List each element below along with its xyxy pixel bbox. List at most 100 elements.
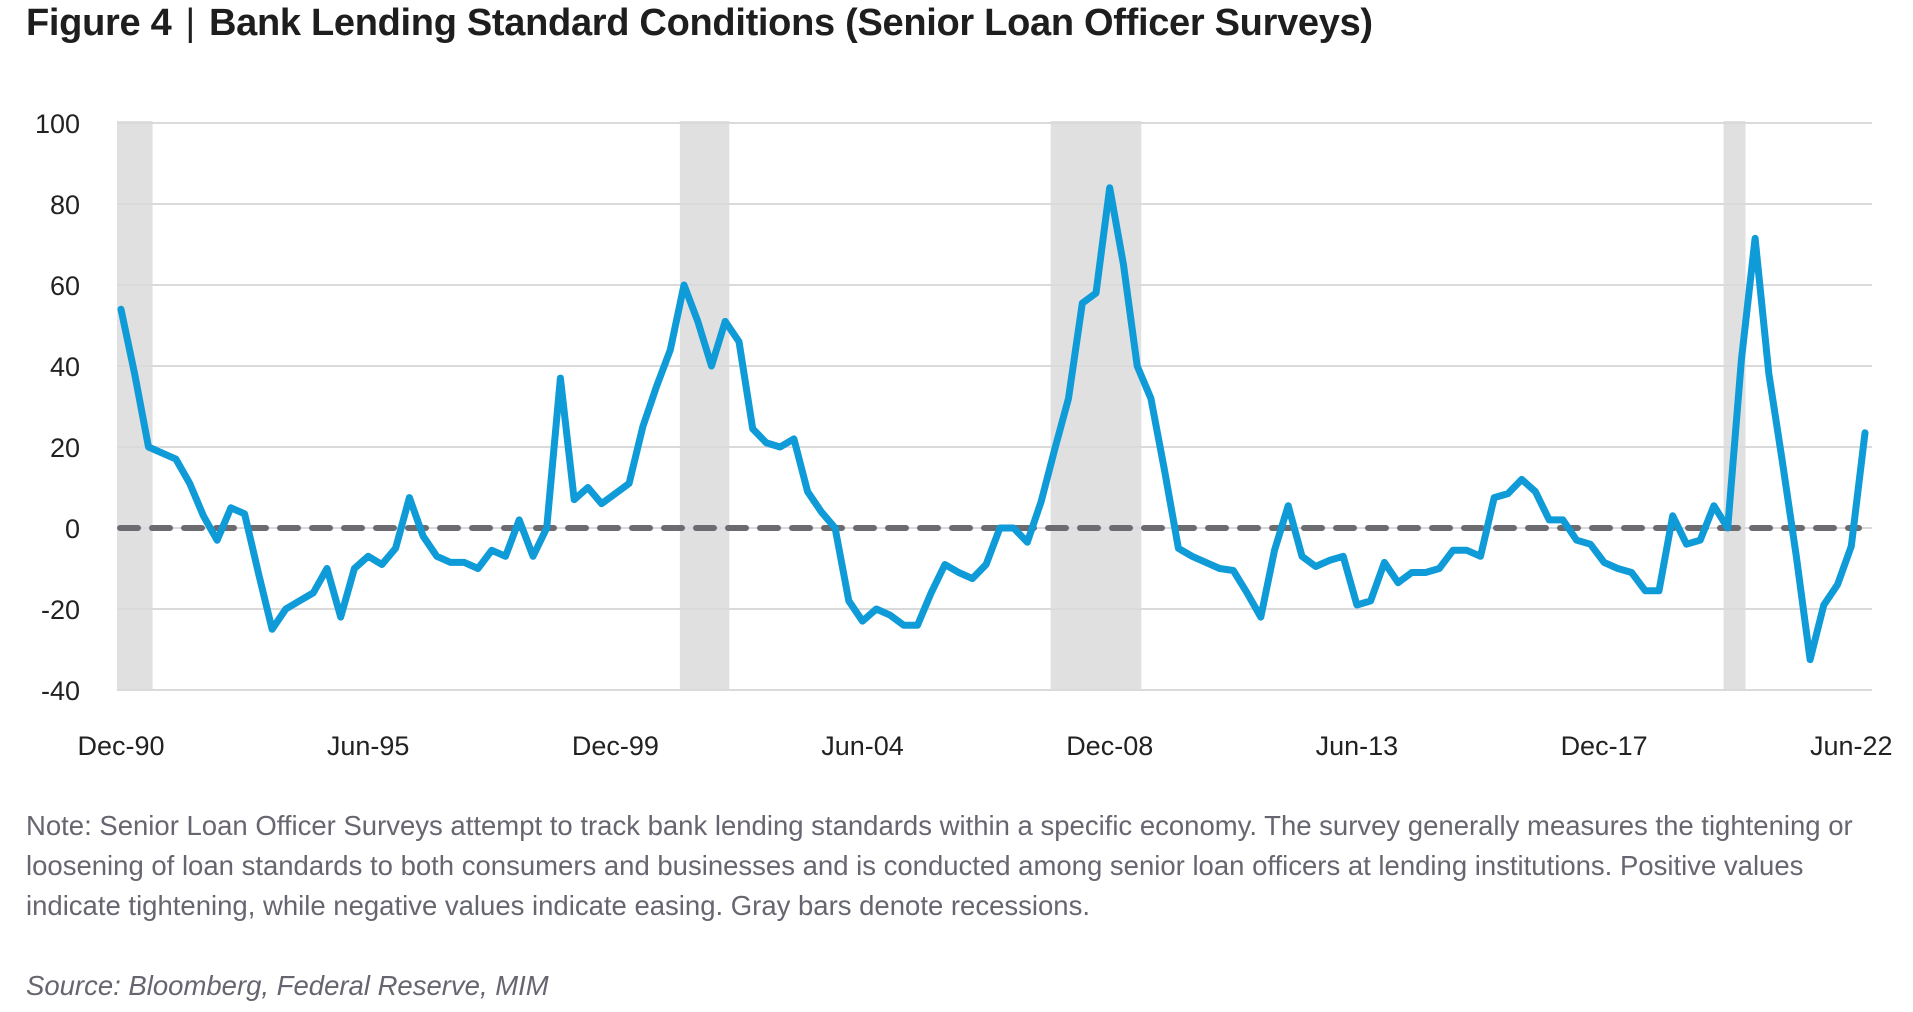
data-point bbox=[544, 525, 550, 531]
data-point bbox=[763, 440, 769, 446]
data-point bbox=[351, 566, 357, 572]
data-point bbox=[448, 559, 454, 565]
data-point bbox=[846, 598, 852, 604]
data-point bbox=[1381, 559, 1387, 565]
y-tick-label: -20 bbox=[41, 595, 80, 625]
data-point bbox=[901, 622, 907, 628]
data-point bbox=[708, 363, 714, 369]
data-point bbox=[969, 576, 975, 582]
y-tick-label: 80 bbox=[50, 190, 80, 220]
data-point bbox=[1793, 553, 1799, 559]
data-point bbox=[1532, 489, 1538, 495]
x-tick-label: Jun-22 bbox=[1810, 731, 1893, 761]
data-point bbox=[1697, 537, 1703, 543]
data-point bbox=[1148, 395, 1154, 401]
data-point bbox=[1436, 566, 1442, 572]
data-point bbox=[736, 339, 742, 345]
data-point bbox=[1807, 657, 1813, 663]
data-point bbox=[1217, 566, 1223, 572]
data-point bbox=[1546, 517, 1552, 523]
data-point bbox=[1862, 430, 1868, 436]
data-point bbox=[475, 566, 481, 572]
data-point bbox=[297, 598, 303, 604]
data-point bbox=[1656, 588, 1662, 594]
data-point bbox=[393, 545, 399, 551]
data-point bbox=[557, 375, 563, 381]
data-point bbox=[1725, 525, 1731, 531]
data-point bbox=[1477, 553, 1483, 559]
data-point bbox=[777, 444, 783, 450]
data-point bbox=[599, 501, 605, 507]
data-point bbox=[1738, 357, 1744, 363]
data-points bbox=[118, 185, 1868, 663]
data-point bbox=[818, 509, 824, 515]
data-point bbox=[1066, 395, 1072, 401]
data-point bbox=[1052, 446, 1058, 452]
x-tick-label: Jun-13 bbox=[1316, 731, 1399, 761]
chart-note: Note: Senior Loan Officer Surveys attemp… bbox=[26, 810, 1853, 921]
data-point bbox=[1038, 499, 1044, 505]
data-point bbox=[1821, 602, 1827, 608]
data-point bbox=[1162, 468, 1168, 474]
data-point bbox=[242, 511, 248, 517]
data-point bbox=[1230, 568, 1236, 574]
data-point bbox=[1848, 543, 1854, 549]
data-point bbox=[791, 436, 797, 442]
data-point bbox=[1120, 262, 1126, 268]
data-point bbox=[1285, 503, 1291, 509]
data-point bbox=[983, 561, 989, 567]
data-point bbox=[654, 383, 660, 389]
figure-label: Figure 4 bbox=[26, 2, 172, 44]
data-point bbox=[516, 517, 522, 523]
data-point bbox=[187, 480, 193, 486]
data-point bbox=[365, 553, 371, 559]
data-point bbox=[1519, 476, 1525, 482]
figure-title: Figure 4 | Bank Lending Standard Condition… bbox=[26, 2, 1373, 45]
title-separator: | bbox=[185, 2, 195, 44]
data-point bbox=[1024, 539, 1030, 545]
data-point bbox=[434, 553, 440, 559]
data-point bbox=[489, 547, 495, 553]
data-point bbox=[1409, 570, 1415, 576]
data-point bbox=[503, 553, 509, 559]
data-point bbox=[1491, 495, 1497, 501]
y-tick-label: 60 bbox=[50, 271, 80, 301]
data-point bbox=[310, 590, 316, 596]
data-point bbox=[214, 537, 220, 543]
data-point bbox=[667, 347, 673, 353]
figure-title-text: Bank Lending Standard Conditions (Senior… bbox=[209, 2, 1373, 44]
data-point bbox=[1766, 371, 1772, 377]
data-point bbox=[1368, 598, 1374, 604]
data-point bbox=[1601, 559, 1607, 565]
x-tick-label: Jun-95 bbox=[327, 731, 410, 761]
data-point bbox=[1587, 541, 1593, 547]
data-point bbox=[1203, 559, 1209, 565]
y-tick-label: 100 bbox=[35, 109, 80, 139]
data-point bbox=[1299, 553, 1305, 559]
data-point bbox=[1313, 563, 1319, 569]
data-point bbox=[420, 533, 426, 539]
data-point bbox=[1574, 537, 1580, 543]
x-tick-label: Dec-99 bbox=[572, 731, 659, 761]
data-point bbox=[406, 495, 412, 501]
x-tick-label: Dec-90 bbox=[77, 731, 164, 761]
data-point bbox=[1272, 547, 1278, 553]
data-point bbox=[1560, 517, 1566, 523]
data-point bbox=[928, 590, 934, 596]
gridlines bbox=[117, 122, 1872, 691]
series-line-lending-standards bbox=[117, 184, 1869, 664]
data-point bbox=[200, 513, 206, 519]
data-point bbox=[626, 480, 632, 486]
data-point bbox=[956, 570, 962, 576]
data-point bbox=[914, 622, 920, 628]
data-point bbox=[585, 485, 591, 491]
data-point bbox=[1326, 557, 1332, 563]
data-point bbox=[269, 626, 275, 632]
data-point bbox=[1752, 235, 1758, 241]
data-point bbox=[1464, 547, 1470, 553]
x-tick-label: Dec-08 bbox=[1066, 731, 1153, 761]
recession-bar bbox=[117, 121, 153, 690]
data-point bbox=[887, 612, 893, 618]
data-point bbox=[1354, 602, 1360, 608]
data-point bbox=[1134, 363, 1140, 369]
